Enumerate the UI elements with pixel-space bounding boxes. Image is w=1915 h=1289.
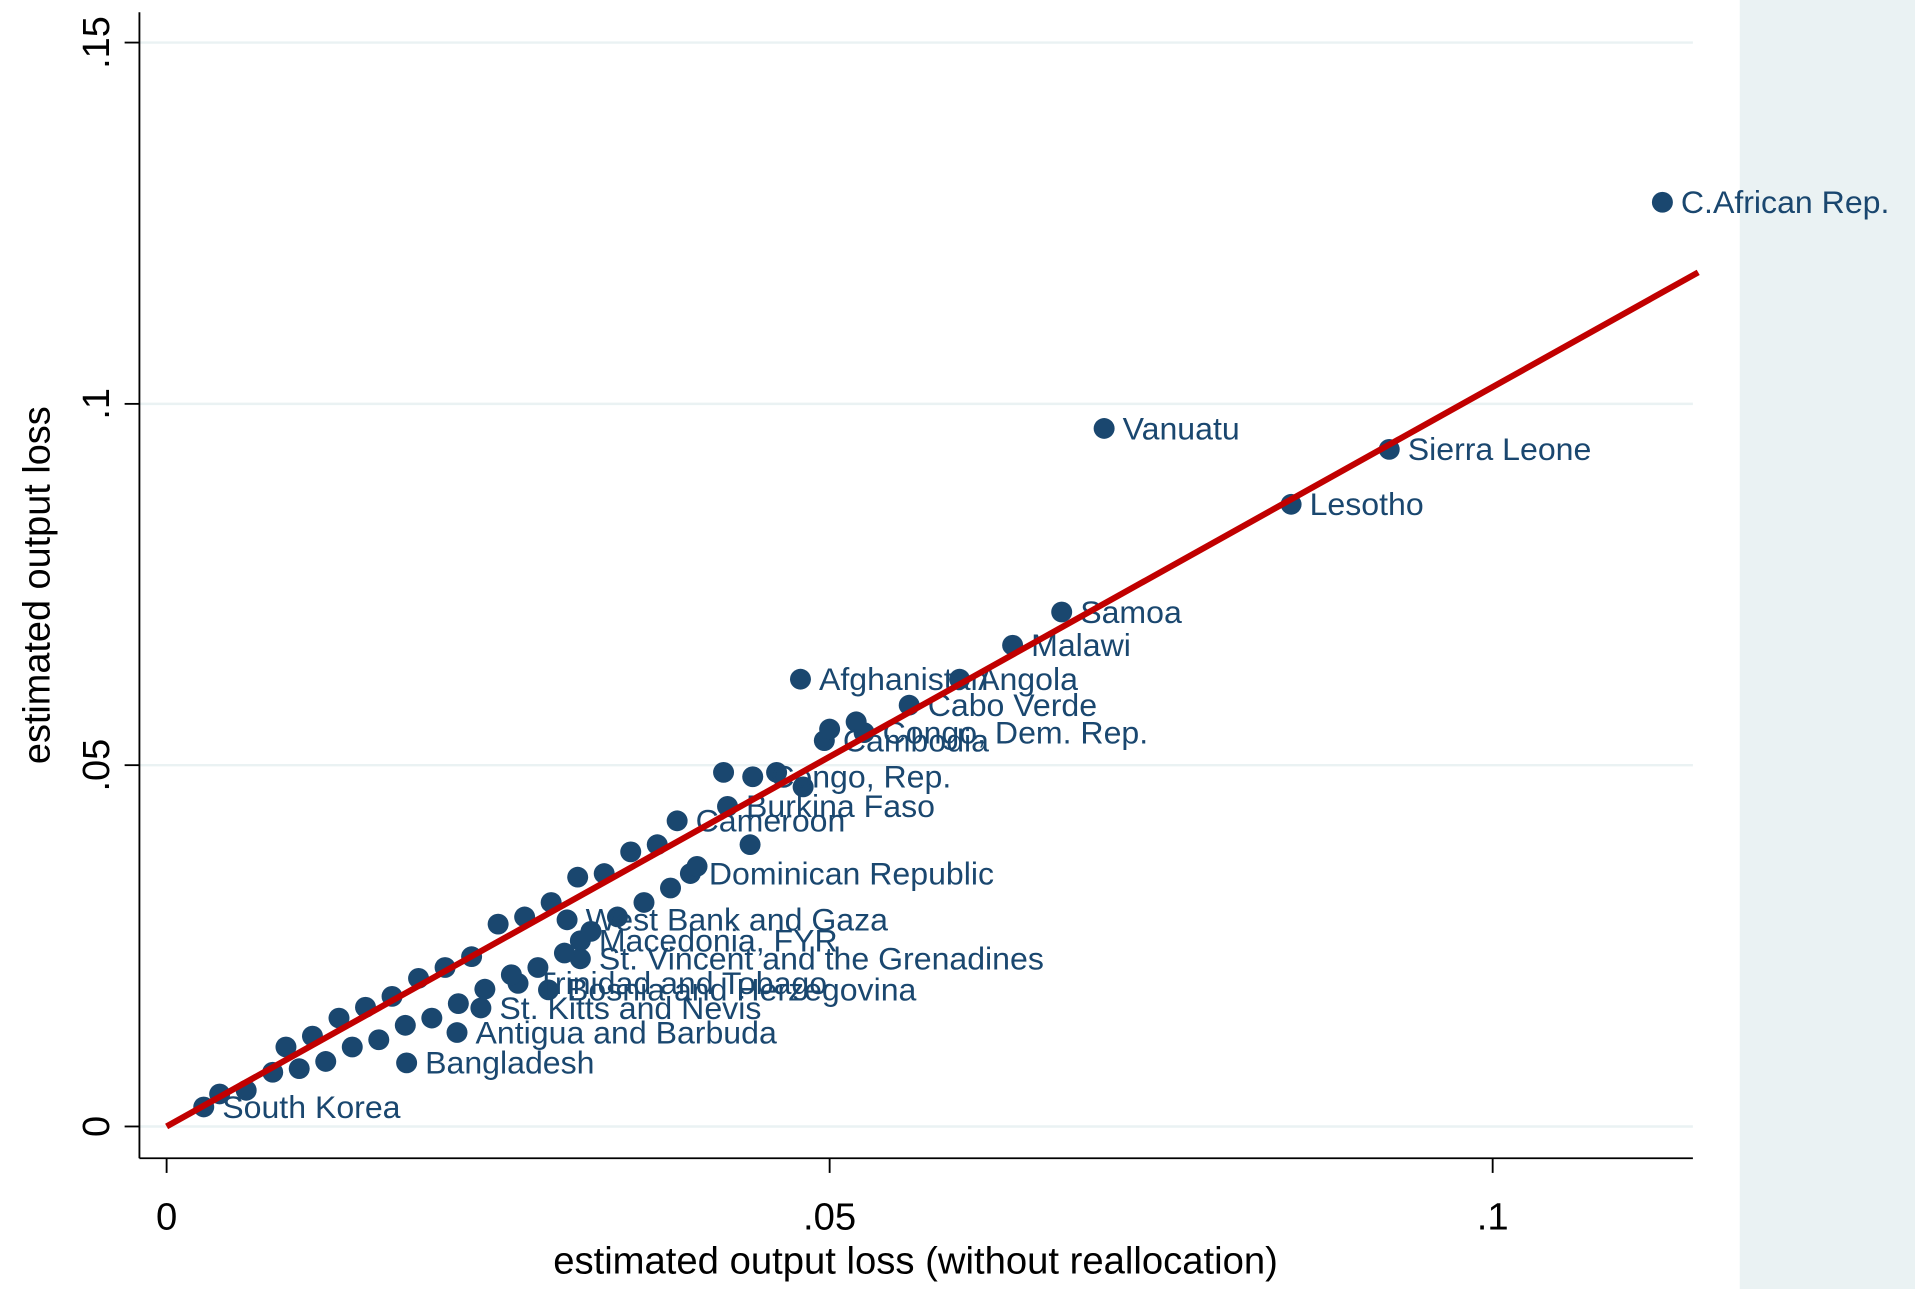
point-label: Burkina Faso	[746, 788, 935, 824]
point	[633, 892, 655, 913]
y-tick-label: .1	[76, 388, 118, 420]
point	[789, 668, 811, 690]
point	[660, 877, 682, 899]
point	[447, 993, 469, 1015]
y-tick-label: .15	[76, 16, 118, 69]
point-label: West Bank and Gaza	[586, 902, 889, 938]
point	[341, 1036, 363, 1058]
point	[620, 841, 642, 863]
point	[421, 1007, 443, 1029]
y-tick-label: 0	[76, 1116, 118, 1137]
x-tick-label: 0	[156, 1197, 177, 1239]
point	[686, 855, 708, 877]
point	[394, 1014, 416, 1036]
point	[1093, 418, 1115, 439]
point-label: Afghanistan	[819, 661, 988, 697]
point-label: Vanuatu	[1123, 410, 1240, 446]
point-label: South Korea	[222, 1089, 401, 1125]
point	[556, 909, 578, 931]
y-tick-label: .05	[76, 739, 118, 792]
point	[538, 979, 560, 1001]
point-label: Sierra Leone	[1408, 431, 1592, 467]
point	[487, 913, 509, 935]
point	[470, 997, 492, 1019]
marks: C.African Rep. Vanuatu Sierra Leone Lesotho…	[165, 184, 1889, 1130]
point	[368, 1029, 390, 1051]
point	[567, 866, 589, 888]
point	[580, 920, 602, 942]
point	[553, 942, 575, 964]
point	[845, 711, 867, 733]
point-label: Macedonia, FYR	[599, 923, 838, 959]
point-label: Dominican Republic	[709, 856, 994, 892]
point	[474, 978, 496, 1000]
point-label: Cambodia	[843, 723, 989, 759]
graph-region	[0, 0, 1740, 1289]
point-label: Lesotho	[1310, 486, 1424, 522]
point	[1651, 191, 1673, 213]
point	[742, 766, 764, 788]
point-label: C.African Rep.	[1681, 184, 1889, 220]
point-label: Congo, Dem. Rep.	[883, 715, 1149, 751]
point	[792, 776, 814, 798]
point-label: Trinidad and Tobago	[537, 965, 828, 1001]
point	[666, 810, 688, 832]
point	[500, 964, 522, 986]
point-label: St. Kitts and Nevis	[499, 990, 761, 1026]
point	[819, 718, 841, 740]
point-label: Bangladesh	[425, 1045, 594, 1081]
point	[569, 948, 591, 970]
point	[527, 957, 549, 978]
point-label: Samoa	[1080, 594, 1182, 630]
grid: 0 .05 .1 .15 0 .05 .1	[76, 16, 1693, 1238]
x-axis-label: estimated output loss (without reallocat…	[553, 1241, 1278, 1283]
point	[288, 1058, 310, 1080]
point	[606, 906, 628, 928]
point	[713, 762, 735, 783]
point	[446, 1022, 468, 1043]
point	[739, 834, 761, 856]
point-label: Cabo Verde	[928, 687, 1097, 723]
point-label: Antigua and Barbuda	[476, 1015, 778, 1051]
point-label: St. Vincent and the Grenadines	[599, 941, 1044, 977]
point-label: Congo, Rep.	[771, 759, 951, 795]
fit-line	[165, 269, 1700, 1130]
point	[275, 1036, 297, 1058]
point	[328, 1007, 350, 1029]
x-tick-label: .1	[1477, 1197, 1509, 1239]
y-axis-label: estimated output loss	[16, 406, 58, 764]
point	[1051, 601, 1073, 623]
point	[315, 1051, 337, 1072]
point	[766, 762, 788, 783]
point-label: Bosnia and Herzegovina	[567, 972, 917, 1008]
point	[396, 1052, 418, 1074]
x-tick-label: .05	[803, 1197, 856, 1239]
